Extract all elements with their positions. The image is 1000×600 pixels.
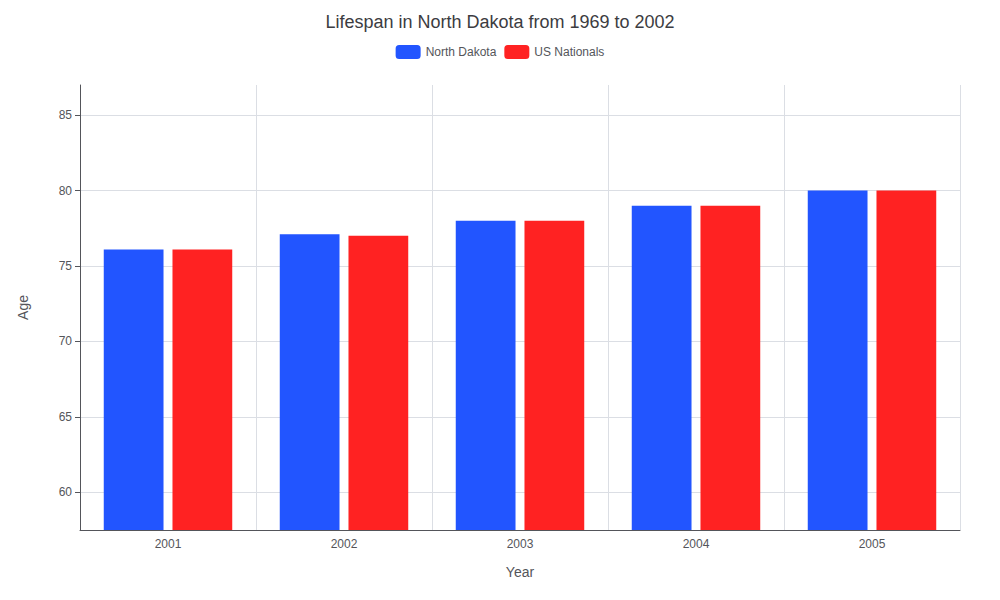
svg-text:2002: 2002: [331, 537, 358, 551]
svg-text:Lifespan in North Dakota from: Lifespan in North Dakota from 1969 to 20…: [325, 12, 674, 32]
svg-text:2004: 2004: [683, 537, 710, 551]
svg-text:Age: Age: [15, 295, 31, 320]
svg-text:US Nationals: US Nationals: [534, 45, 604, 59]
svg-text:70: 70: [59, 334, 73, 348]
svg-text:65: 65: [59, 410, 73, 424]
svg-text:75: 75: [59, 259, 73, 273]
svg-text:85: 85: [59, 108, 73, 122]
svg-text:80: 80: [59, 184, 73, 198]
svg-text:2005: 2005: [859, 537, 886, 551]
svg-text:2003: 2003: [507, 537, 534, 551]
svg-text:North Dakota: North Dakota: [426, 45, 497, 59]
svg-text:60: 60: [59, 485, 73, 499]
svg-text:Year: Year: [506, 564, 535, 580]
svg-text:2001: 2001: [155, 537, 182, 551]
